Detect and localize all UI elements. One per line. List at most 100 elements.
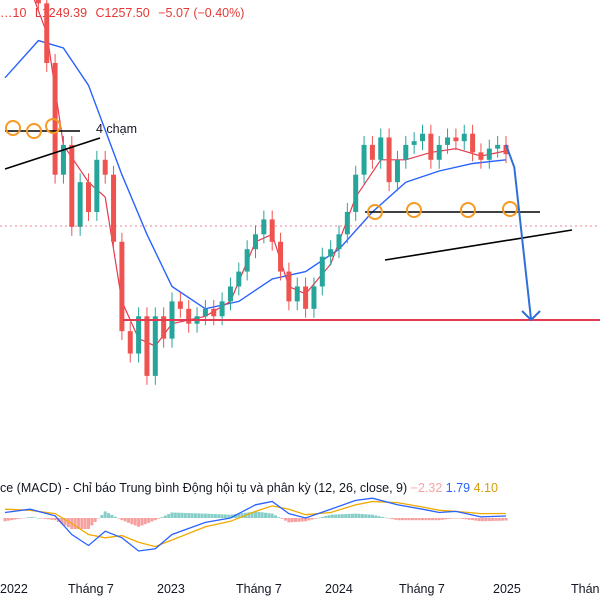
candle-body — [244, 249, 250, 272]
candle-body — [311, 286, 317, 309]
macd-histogram-bar — [147, 518, 151, 523]
candle-body — [328, 249, 334, 257]
macd-histogram-bar — [287, 518, 291, 523]
macd-histogram-bar — [230, 514, 234, 518]
candle-body — [86, 182, 91, 212]
macd-histogram-bar — [257, 511, 261, 518]
candle-body — [319, 256, 325, 287]
macd-histogram-bar — [150, 518, 154, 522]
macd-histogram-bar — [410, 518, 414, 521]
x-axis-tick-label: Tháng 7 — [399, 582, 445, 596]
macd-histogram-bar — [250, 511, 254, 518]
macd-histogram-bar — [421, 518, 424, 521]
macd-histogram-bar — [6, 518, 10, 521]
macd-histogram-bar — [80, 518, 84, 529]
candle-body — [186, 308, 192, 324]
macd-histogram-bar — [464, 518, 468, 520]
macd-histogram-bar — [107, 513, 111, 518]
touch-circle — [26, 123, 42, 139]
candle-body — [152, 316, 158, 376]
macd-histogram-bar — [390, 518, 394, 520]
macd-histogram-bar — [247, 512, 251, 518]
candle-body — [461, 133, 467, 142]
macd-histogram-bar — [264, 512, 268, 518]
macd-histogram-bar — [377, 516, 381, 518]
macd-histogram-bar — [474, 518, 478, 521]
macd-histogram-bar — [177, 512, 181, 518]
x-axis-tick-label: 2024 — [325, 582, 353, 596]
candle-body — [436, 144, 442, 160]
macd-histogram-bar — [330, 514, 334, 518]
macd-histogram-bar — [103, 511, 107, 518]
macd-histogram-bar — [267, 513, 271, 518]
trendline-2024 — [384, 229, 573, 261]
macd-histogram-bar — [90, 518, 94, 526]
macd-line-value: 1.79 — [445, 481, 471, 495]
macd-histogram-bar — [304, 518, 308, 522]
macd-histogram-bar — [130, 518, 134, 525]
candle-body — [161, 316, 167, 339]
macd-histogram-bar — [407, 518, 411, 521]
macd-histogram-bar — [344, 514, 348, 518]
candle-body — [127, 331, 133, 354]
macd-histogram-bar — [441, 518, 445, 520]
macd-histogram-bar — [183, 512, 187, 518]
macd-histogram-bar — [113, 516, 117, 518]
touch-circle — [45, 118, 61, 134]
macd-histogram-bar — [36, 518, 40, 519]
macd-histogram-bar — [270, 513, 274, 518]
touch-circle — [460, 202, 476, 218]
candle-body — [495, 144, 501, 149]
touch-count-label: 4 chạm — [96, 122, 137, 136]
macd-histogram-bar — [307, 518, 311, 521]
macd-histogram-bar — [217, 514, 221, 518]
forecast-arrow-head — [521, 310, 541, 322]
macd-histogram-bar — [254, 511, 257, 518]
x-axis-tick-label: 2022 — [0, 582, 28, 596]
macd-histogram-bar — [66, 518, 70, 528]
macd-histogram-bar — [213, 514, 217, 518]
macd-histogram-bar — [294, 518, 298, 522]
macd-histogram-bar — [471, 518, 475, 521]
macd-histogram-bar — [13, 518, 17, 520]
macd-histogram-bar — [504, 518, 508, 521]
candle-body — [227, 286, 233, 302]
macd-hist-value: −2.32 — [410, 481, 443, 495]
candle-body — [294, 286, 300, 302]
macd-histogram-bar — [400, 518, 404, 521]
candle-body — [253, 234, 258, 250]
macd-histogram-bar — [73, 518, 77, 529]
candle-body — [102, 159, 108, 175]
macd-histogram-bar — [46, 518, 50, 520]
candle-body — [119, 241, 125, 332]
candle-body — [69, 144, 75, 227]
macd-histogram-bar — [87, 518, 90, 529]
macd-histogram-bar — [173, 512, 177, 518]
candle-body — [177, 301, 183, 309]
macd-histogram-bar — [63, 518, 67, 526]
macd-histogram-bar — [434, 518, 438, 521]
macd-histogram-bar — [374, 515, 378, 518]
macd-line — [4, 497, 507, 552]
macd-histogram-bar — [207, 513, 211, 518]
macd-histogram-bar — [30, 517, 34, 518]
macd-histogram-bar — [424, 518, 428, 521]
macd-histogram-bar — [380, 516, 384, 518]
candle-body — [269, 219, 275, 242]
macd-histogram-bar — [431, 518, 435, 521]
macd-histogram-bar — [127, 518, 131, 523]
x-axis-tick-label: Tháng 7 — [236, 582, 282, 596]
macd-histogram-bar — [193, 513, 197, 518]
macd-histogram-bar — [327, 515, 331, 518]
macd-histogram-bar — [360, 514, 364, 518]
ma-fast-line — [33, 0, 507, 347]
candle-body — [77, 182, 83, 227]
macd-title: ce (MACD) - Chỉ báo Trung bình Động hội … — [0, 481, 408, 495]
candle-body — [219, 301, 225, 317]
ohlc-open: …10 — [0, 6, 27, 20]
macd-histogram-bar — [350, 513, 354, 518]
macd-histogram-bar — [427, 518, 431, 521]
candle-body — [411, 141, 417, 145]
macd-histogram-bar — [190, 513, 194, 518]
